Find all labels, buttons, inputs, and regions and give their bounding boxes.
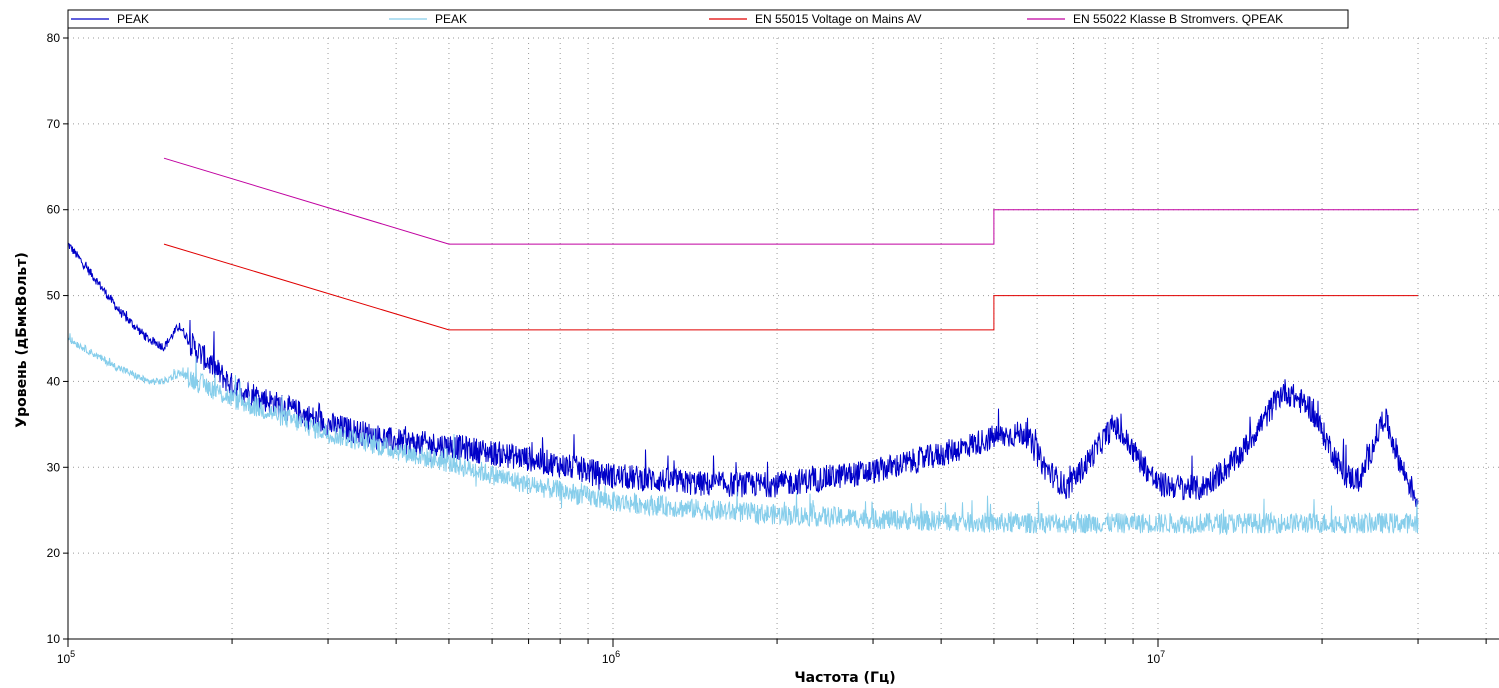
y-tick-label: 50 xyxy=(47,289,61,303)
x-axis-title: Частота (Гц) xyxy=(794,670,895,686)
legend[interactable]: PEAK PEAK EN 55015 Voltage on Mains AV EN 5… xyxy=(67,9,1349,29)
legend-box xyxy=(67,9,1349,29)
y-tick-label: 70 xyxy=(47,117,61,131)
legend-label: PEAK xyxy=(435,12,467,26)
y-tick-label: 60 xyxy=(47,203,61,217)
legend-label: EN 55022 Klasse B Stromvers. QPEAK xyxy=(1073,12,1283,26)
y-tick-label: 30 xyxy=(47,460,61,474)
legend-item-4[interactable]: EN 55022 Klasse B Stromvers. QPEAK xyxy=(1027,12,1283,26)
y-axis-title: Уровень (дБмкВольт) xyxy=(14,252,30,427)
legend-item-1[interactable]: PEAK xyxy=(71,12,149,26)
x-tick-label: 106 xyxy=(602,649,620,666)
x-tick-label: 107 xyxy=(1147,649,1165,666)
legend-label: EN 55015 Voltage on Mains AV xyxy=(755,12,922,26)
series-line-3 xyxy=(163,243,1418,331)
grid xyxy=(68,37,1499,639)
y-tick-label: 80 xyxy=(47,31,61,45)
legend-item-2[interactable]: PEAK xyxy=(389,12,467,26)
series-layer xyxy=(67,157,1419,536)
legend-label: PEAK xyxy=(117,12,149,26)
series-line-4 xyxy=(163,157,1418,245)
y-tick-label: 10 xyxy=(47,632,61,646)
series-line-2 xyxy=(67,333,1419,536)
legend-item-3[interactable]: EN 55015 Voltage on Mains AV xyxy=(709,12,922,26)
y-tick-label: 40 xyxy=(47,374,61,388)
x-tick-label: 105 xyxy=(57,649,75,666)
axes: 10 20 30 40 50 60 70 80 105 106 107 xyxy=(47,28,1499,666)
y-tick-label: 20 xyxy=(47,546,61,560)
series-line-1 xyxy=(67,242,1419,507)
